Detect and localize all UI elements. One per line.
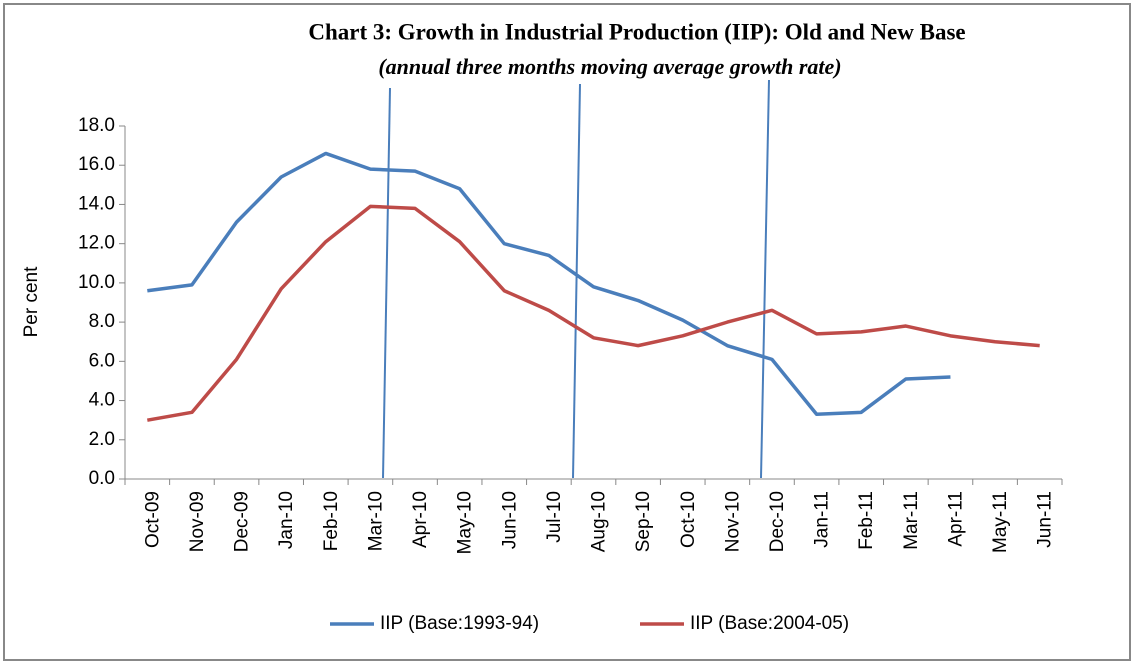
legend-label: IIP (Base:1993-94) <box>380 613 539 634</box>
x-tick-label: Jan-10 <box>276 491 297 549</box>
x-tick-label: Jun-10 <box>499 491 520 549</box>
y-tick-label: 8.0 <box>89 311 115 332</box>
legend-label: IIP (Base:2004-05) <box>690 613 849 634</box>
y-axis-label: Per cent <box>21 266 42 337</box>
y-tick-label: 6.0 <box>89 350 115 371</box>
x-tick-label: Jun-11 <box>1035 491 1056 548</box>
x-tick-label: Oct-10 <box>678 491 699 548</box>
series-line <box>147 204 1040 422</box>
x-tick-label: Sep-10 <box>633 491 654 552</box>
annotation-lines <box>382 79 770 479</box>
x-tick-label: Apr-11 <box>945 491 966 547</box>
y-tick-label: 10.0 <box>78 272 115 293</box>
x-tick-label: Mar-11 <box>901 491 922 550</box>
marker-line <box>572 83 581 479</box>
marker-line <box>382 87 391 479</box>
x-tick-label: Jul-10 <box>544 491 565 543</box>
x-tick-label: Dec-10 <box>767 491 788 552</box>
x-tick-label: May-10 <box>455 491 476 554</box>
y-tick-label: 14.0 <box>78 193 115 214</box>
y-tick-label: 4.0 <box>89 390 115 411</box>
y-tick-label: 0.0 <box>89 468 115 489</box>
chart-title: Chart 3: Growth in Industrial Production… <box>308 19 965 44</box>
x-tick-label: Nov-10 <box>722 491 743 552</box>
y-tick-label: 18.0 <box>78 115 115 136</box>
x-tick-label: Oct-09 <box>142 491 163 548</box>
x-tick-label: Apr-10 <box>410 491 431 548</box>
x-tick-label: Jan-11 <box>812 491 833 548</box>
series-line <box>147 151 951 417</box>
y-tick-label: 2.0 <box>89 429 115 450</box>
y-tick-label: 16.0 <box>78 154 115 175</box>
x-tick-label: Feb-10 <box>321 491 342 551</box>
marker-line <box>760 79 770 479</box>
x-tick-label: Dec-09 <box>232 491 253 552</box>
x-tick-label: Aug-10 <box>589 491 610 552</box>
chart-border <box>3 3 1131 661</box>
x-tick-label: Mar-10 <box>365 491 386 551</box>
x-tick-label: Nov-09 <box>187 491 208 552</box>
x-tick-label: Feb-11 <box>856 491 877 550</box>
y-tick-label: 12.0 <box>78 233 115 254</box>
x-tick-label: May-11 <box>990 491 1011 553</box>
chart-subtitle: (annual three months moving average grow… <box>378 54 841 79</box>
